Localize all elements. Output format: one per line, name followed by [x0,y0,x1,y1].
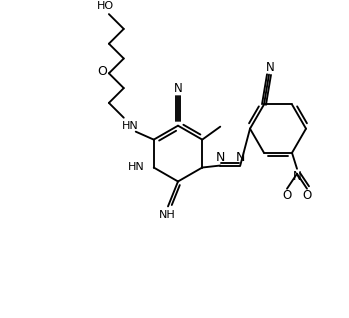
Text: HN: HN [128,162,145,171]
Text: N: N [266,61,274,74]
Text: O: O [97,65,107,78]
Text: O: O [282,189,292,202]
Text: N: N [216,151,225,164]
Text: N: N [236,151,245,164]
Text: N: N [173,82,183,95]
Text: HN: HN [121,121,138,131]
Text: HO: HO [97,1,114,11]
Text: O: O [302,189,312,202]
Text: N: N [292,170,302,183]
Text: NH: NH [159,211,176,220]
